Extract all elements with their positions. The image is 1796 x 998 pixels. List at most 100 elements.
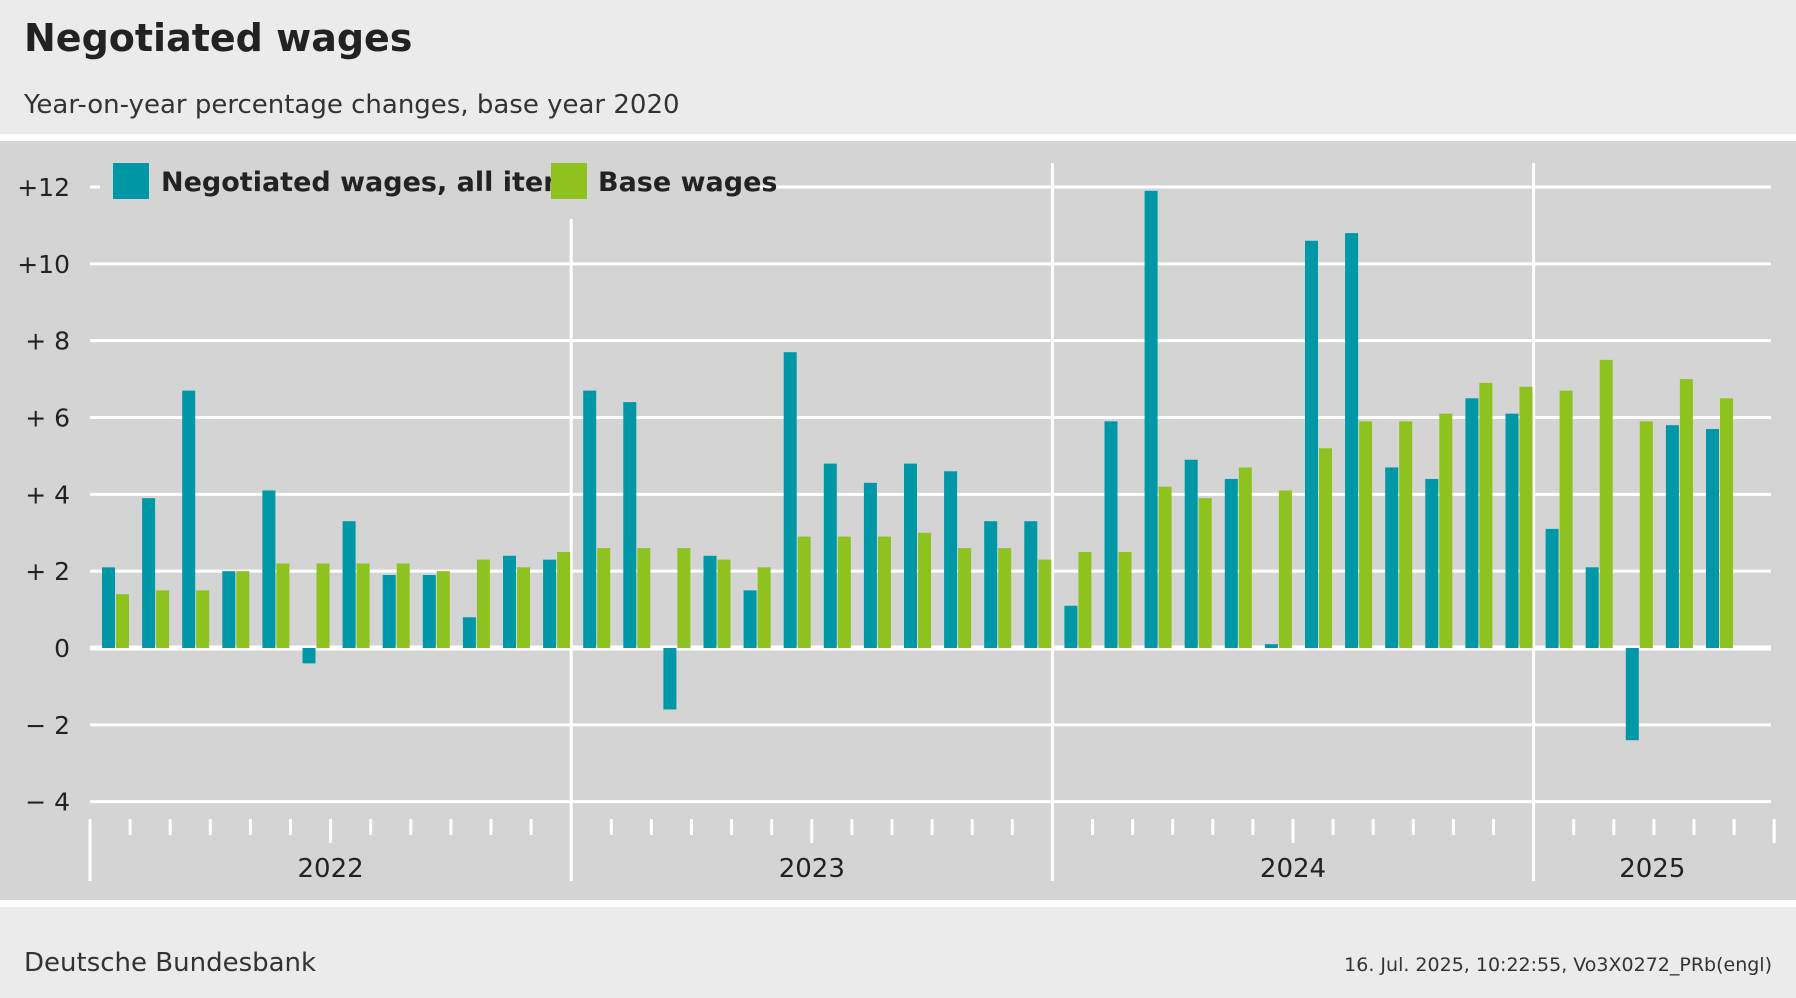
bar-base-wages: [877, 536, 891, 648]
bar-base-wages: [1479, 382, 1493, 648]
bar-all-items: [904, 463, 917, 648]
legend-label-base-wages: Base wages: [598, 167, 777, 198]
y-tick-label: + 2: [25, 557, 70, 586]
bar-base-wages: [396, 563, 410, 648]
bar-base-wages: [517, 567, 530, 648]
chart-subtitle: Year-on-year percentage changes, base ye…: [24, 90, 680, 120]
bar-base-wages: [837, 536, 851, 648]
bar-all-items: [543, 559, 557, 648]
bar-all-items: [944, 471, 958, 648]
bar-base-wages: [1038, 559, 1052, 648]
bar-all-items: [1144, 190, 1158, 648]
bar-all-items: [863, 482, 877, 648]
bar-base-wages: [1278, 490, 1292, 648]
bottom-separator: [0, 900, 1796, 907]
year-label: 2023: [779, 854, 845, 884]
bar-base-wages: [1158, 486, 1172, 648]
bar-all-items: [222, 571, 236, 648]
bar-all-items: [1585, 567, 1599, 648]
bar-all-items: [1104, 421, 1118, 648]
bar-base-wages: [356, 563, 370, 648]
bar-all-items: [1425, 478, 1439, 648]
y-tick-label: − 2: [25, 711, 70, 740]
legend-swatch-base-wages: [551, 163, 587, 199]
bar-all-items: [1345, 233, 1359, 648]
bar-all-items: [984, 521, 998, 648]
bar-base-wages: [1720, 398, 1733, 648]
bar-all-items: [1305, 240, 1318, 648]
y-tick-label: + 4: [25, 480, 70, 509]
bar-all-items: [1706, 429, 1719, 648]
bar-all-items: [462, 617, 476, 648]
chart-panel: +12 +10 + 8 + 6 + 4 + 2 0 − 2 − 4 2022 2023 2024 202…: [0, 141, 1796, 900]
legend-swatch-all-items: [113, 163, 149, 199]
chart-title: Negotiated wages: [24, 16, 413, 60]
bar-all-items: [182, 390, 196, 648]
year-label: 2022: [298, 854, 364, 884]
bar-base-wages: [1559, 390, 1573, 648]
timestamp-label: 16. Jul. 2025, 10:22:55, Vo3X0272_PRb(en…: [1344, 954, 1772, 976]
bar-all-items: [102, 567, 115, 648]
top-separator: [0, 134, 1796, 141]
bar-all-items: [503, 555, 516, 648]
bar-base-wages: [116, 594, 129, 648]
bar-all-items: [1264, 644, 1278, 648]
source-label: Deutsche Bundesbank: [24, 948, 317, 978]
bar-all-items: [142, 498, 156, 648]
bar-all-items: [262, 490, 276, 648]
bar-all-items: [783, 352, 797, 648]
y-tick-label: − 4: [25, 788, 70, 817]
bar-all-items: [1465, 398, 1479, 648]
y-tick-label: + 6: [25, 404, 70, 433]
y-tick-label: + 8: [25, 327, 70, 356]
bar-all-items: [663, 648, 677, 710]
bar-base-wages: [1078, 551, 1092, 648]
bar-base-wages: [196, 590, 210, 648]
y-tick-label: +10: [17, 250, 70, 279]
bar-base-wages: [1519, 386, 1533, 648]
bar-all-items: [823, 463, 837, 648]
bar-all-items: [422, 575, 436, 648]
year-label: 2024: [1260, 854, 1326, 884]
bar-base-wages: [918, 532, 931, 648]
bar-chart: +12 +10 + 8 + 6 + 4 + 2 0 − 2 − 4 2022 2023 2024 202…: [17, 155, 1776, 884]
bar-base-wages: [677, 548, 691, 648]
bar-base-wages: [557, 551, 571, 648]
bar-base-wages: [797, 536, 811, 648]
bar-base-wages: [1439, 413, 1453, 648]
y-tick-label: +12: [17, 173, 70, 202]
bar-all-items: [382, 575, 396, 648]
bar-all-items: [1024, 521, 1038, 648]
bar-all-items: [1545, 528, 1559, 648]
bar-base-wages: [1599, 359, 1613, 648]
legend-label-all-items: Negotiated wages, all items: [161, 167, 587, 198]
bar-base-wages: [757, 567, 771, 648]
bar-all-items: [743, 590, 757, 648]
bar-base-wages: [1198, 498, 1212, 648]
bar-base-wages: [717, 559, 731, 648]
bar-base-wages: [1319, 448, 1332, 648]
bar-all-items: [1224, 478, 1238, 648]
bar-all-items: [1064, 605, 1078, 648]
bar-base-wages: [1399, 421, 1413, 648]
bar-base-wages: [436, 571, 450, 648]
bar-all-items: [1625, 648, 1639, 741]
y-tick-label: 0: [54, 634, 70, 663]
bar-all-items: [623, 402, 637, 648]
bar-all-items: [1184, 459, 1198, 648]
bar-base-wages: [276, 563, 290, 648]
bar-base-wages: [1639, 421, 1653, 648]
bar-base-wages: [1238, 467, 1252, 648]
bar-base-wages: [597, 548, 611, 648]
year-label: 2025: [1619, 854, 1685, 884]
bar-all-items: [302, 648, 316, 664]
bar-base-wages: [998, 548, 1012, 648]
bar-base-wages: [1359, 421, 1373, 648]
bar-all-items: [342, 521, 356, 648]
bar-base-wages: [476, 559, 490, 648]
bar-all-items: [1665, 425, 1679, 648]
bar-all-items: [583, 390, 597, 648]
bar-base-wages: [1679, 379, 1693, 648]
bar-all-items: [703, 555, 717, 648]
bar-base-wages: [958, 548, 972, 648]
